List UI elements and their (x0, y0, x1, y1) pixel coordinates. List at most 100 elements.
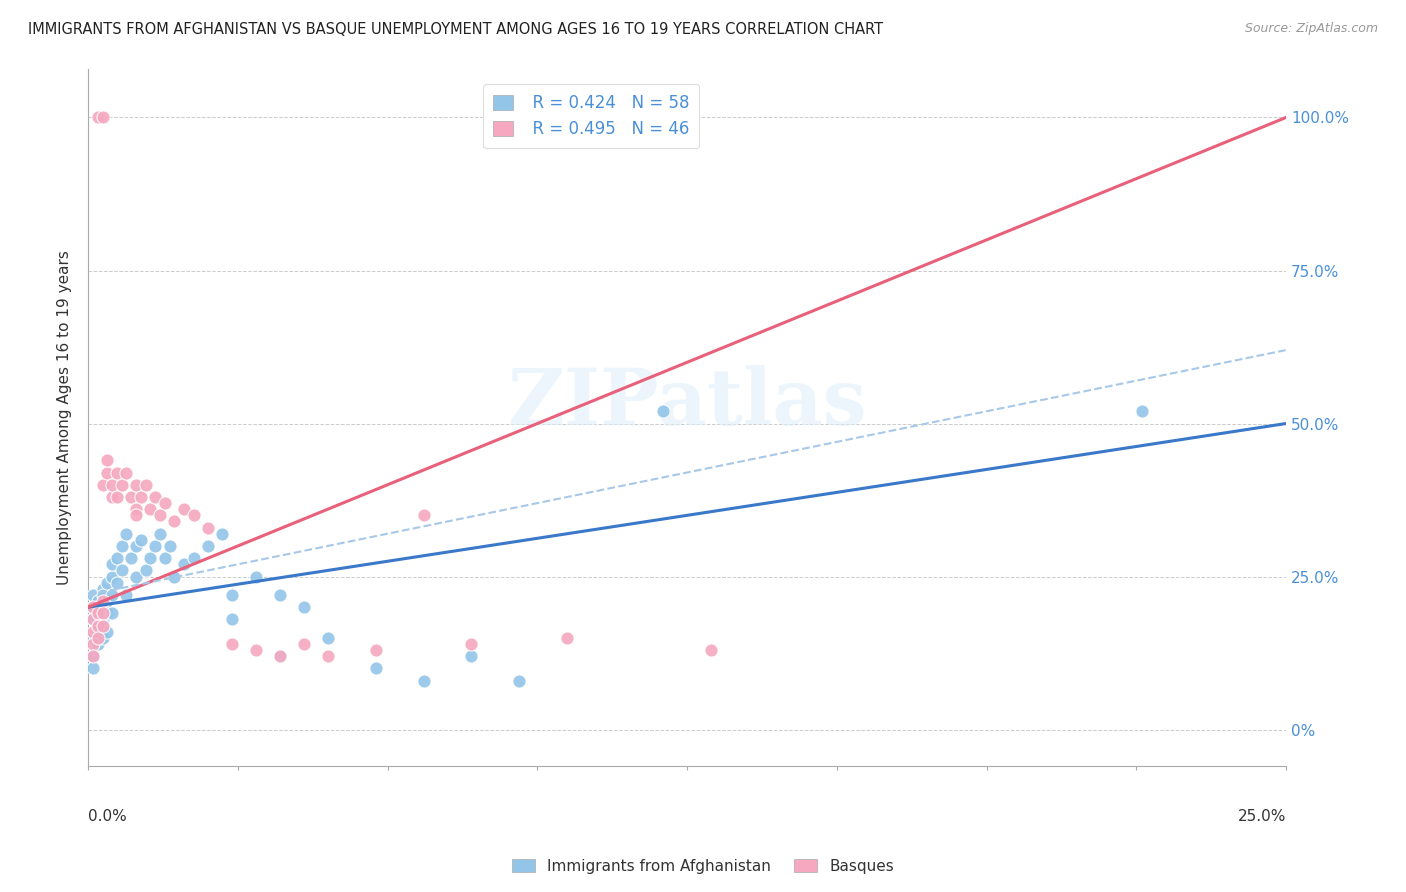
Point (91, 618, 114, 632)
Point (120, 551, 142, 566)
Point (221, 588, 243, 602)
Text: 25.0%: 25.0% (1237, 809, 1286, 824)
Point (101, 477, 124, 491)
Point (87, 111, 110, 125)
Point (197, 539, 219, 553)
Point (292, 637, 315, 651)
Point (82, 649, 104, 664)
Point (183, 508, 205, 523)
Point (87, 594, 110, 608)
Point (91, 612, 114, 626)
Point (82, 600, 104, 615)
Text: IMMIGRANTS FROM AFGHANISTAN VS BASQUE UNEMPLOYMENT AMONG AGES 16 TO 19 YEARS COR: IMMIGRANTS FROM AFGHANISTAN VS BASQUE UN… (28, 22, 883, 37)
Point (111, 564, 134, 578)
Point (316, 631, 339, 645)
Point (82, 600, 104, 615)
Point (96, 575, 118, 590)
Point (111, 477, 134, 491)
Point (316, 649, 339, 664)
Point (173, 502, 195, 516)
Point (96, 624, 118, 639)
Point (82, 631, 104, 645)
Point (101, 607, 124, 621)
Point (115, 588, 138, 602)
Point (139, 502, 162, 516)
Point (91, 594, 114, 608)
Point (82, 612, 104, 626)
Point (269, 588, 291, 602)
Point (115, 466, 138, 480)
Point (211, 526, 233, 541)
Point (82, 624, 104, 639)
Point (364, 661, 387, 675)
Point (125, 508, 148, 523)
Point (149, 508, 172, 523)
Point (700, 643, 723, 657)
Point (153, 496, 176, 510)
Point (87, 618, 110, 632)
Point (129, 533, 152, 547)
Point (135, 564, 157, 578)
Point (87, 624, 110, 639)
Point (82, 649, 104, 664)
Point (111, 539, 134, 553)
Point (163, 569, 186, 583)
Text: 0.0%: 0.0% (89, 809, 127, 824)
Point (173, 558, 195, 572)
Point (91, 607, 114, 621)
Point (269, 649, 291, 664)
Point (125, 502, 148, 516)
Point (91, 600, 114, 615)
Point (221, 612, 243, 626)
Point (1130, 404, 1153, 418)
Point (163, 515, 186, 529)
Legend:   R = 0.424   N = 58,   R = 0.495   N = 46: R = 0.424 N = 58, R = 0.495 N = 46 (484, 84, 699, 148)
Point (139, 551, 162, 566)
Point (652, 404, 675, 418)
Point (82, 637, 104, 651)
Point (183, 551, 205, 566)
Point (96, 594, 118, 608)
Point (245, 643, 267, 657)
Point (105, 490, 128, 504)
Point (91, 588, 114, 602)
Point (91, 582, 114, 596)
Point (125, 569, 148, 583)
Point (96, 466, 118, 480)
Point (105, 575, 128, 590)
Point (82, 661, 104, 675)
Text: ZIPatlas: ZIPatlas (508, 366, 868, 442)
Point (153, 551, 176, 566)
Point (364, 643, 387, 657)
Point (101, 558, 124, 572)
Point (115, 526, 138, 541)
Point (87, 637, 110, 651)
Point (412, 673, 434, 688)
Point (87, 618, 110, 632)
Point (101, 588, 124, 602)
Point (87, 607, 110, 621)
Point (460, 649, 482, 664)
Point (125, 539, 148, 553)
Point (120, 490, 142, 504)
Point (135, 477, 157, 491)
Point (125, 477, 148, 491)
Point (105, 466, 128, 480)
Point (129, 490, 152, 504)
Point (82, 588, 104, 602)
Point (87, 607, 110, 621)
Point (292, 600, 315, 615)
Point (555, 631, 578, 645)
Point (143, 490, 166, 504)
Point (91, 477, 114, 491)
Point (149, 526, 172, 541)
Point (269, 649, 291, 664)
Point (159, 539, 181, 553)
Point (96, 607, 118, 621)
Y-axis label: Unemployment Among Ages 16 to 19 years: Unemployment Among Ages 16 to 19 years (58, 250, 72, 585)
Point (91, 631, 114, 645)
Point (87, 631, 110, 645)
Point (508, 673, 530, 688)
Point (221, 637, 243, 651)
Point (460, 637, 482, 651)
